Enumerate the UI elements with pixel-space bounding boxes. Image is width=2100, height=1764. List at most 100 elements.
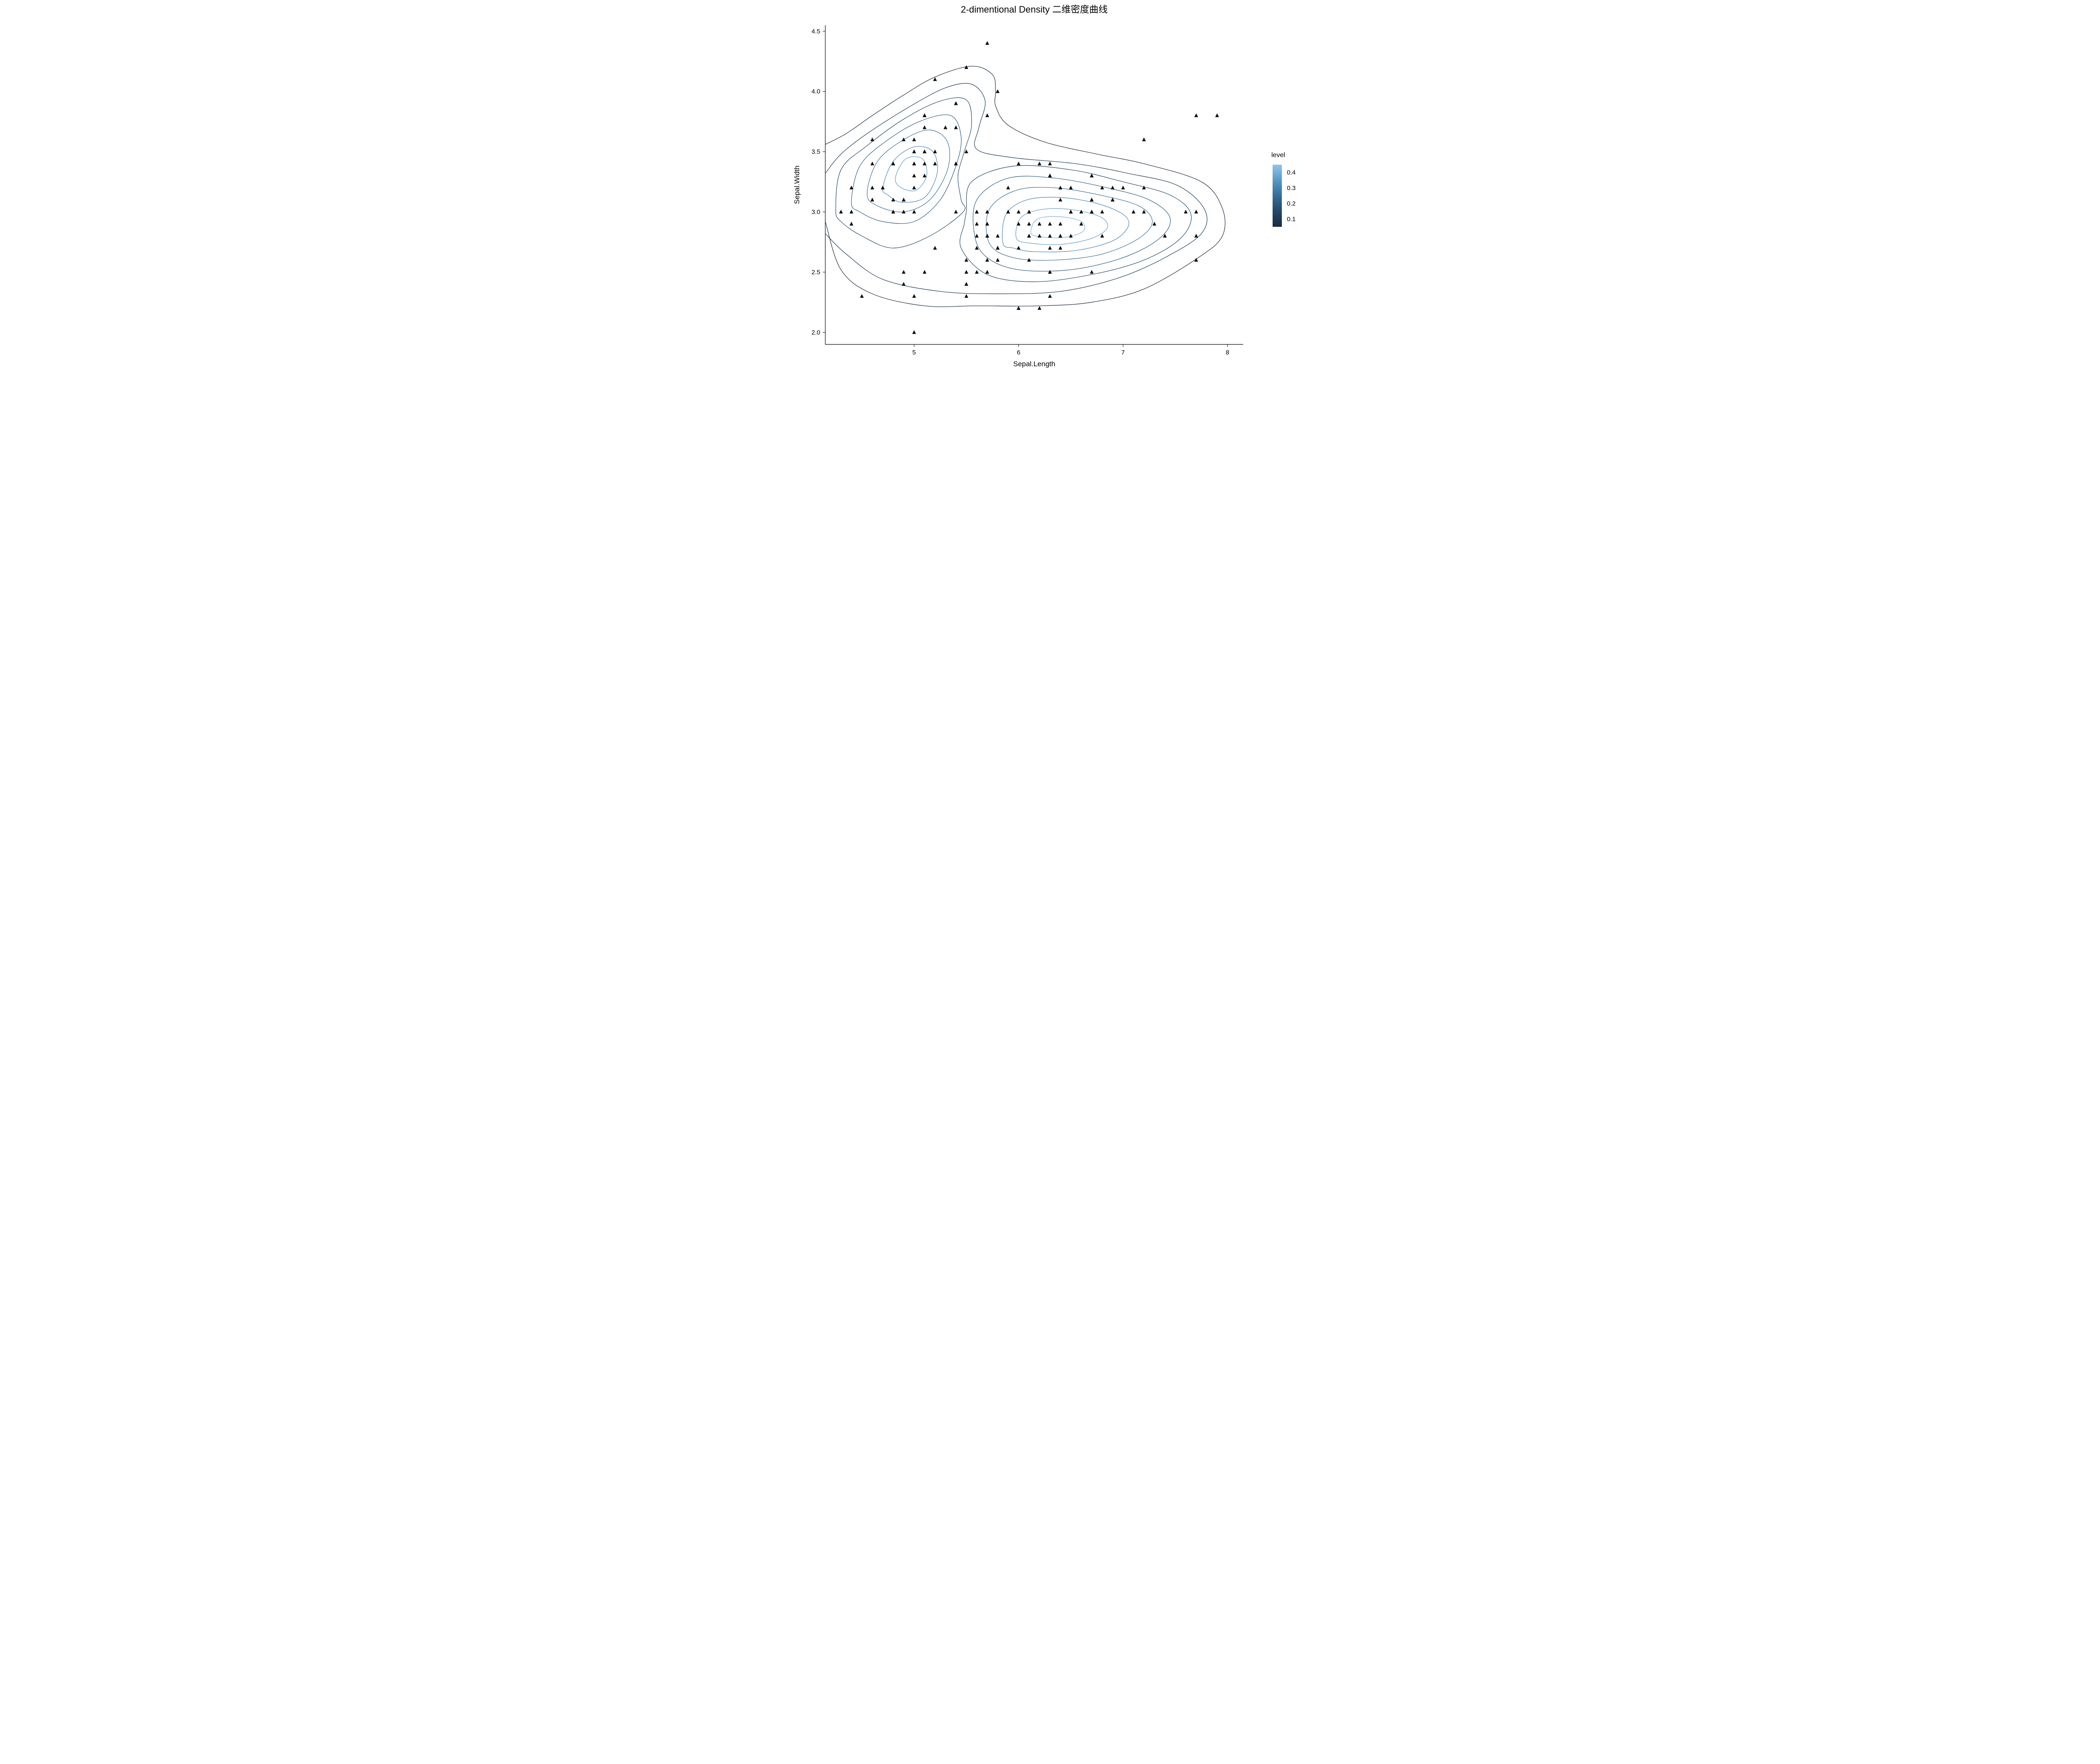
data-point	[996, 258, 1000, 262]
data-point	[1037, 306, 1041, 310]
data-point	[902, 270, 906, 274]
data-point	[850, 186, 853, 189]
data-point	[964, 282, 968, 286]
data-point	[1006, 210, 1010, 213]
data-point	[1131, 210, 1135, 213]
data-point	[1037, 162, 1041, 165]
data-point	[1100, 234, 1104, 238]
data-point	[902, 137, 906, 141]
data-point	[1027, 210, 1031, 213]
data-point	[912, 150, 916, 153]
data-point	[996, 234, 1000, 238]
data-point	[923, 150, 927, 153]
data-point	[923, 270, 927, 274]
data-point	[1058, 186, 1062, 189]
data-point	[1111, 186, 1115, 189]
data-point	[964, 270, 968, 274]
data-point	[933, 150, 937, 153]
y-tick-label: 3.0	[811, 209, 820, 216]
chart-title: 2-dimentional Density 二维密度曲线	[961, 4, 1108, 15]
data-point	[1069, 210, 1073, 213]
x-tick-label: 5	[912, 349, 916, 356]
data-point	[1048, 222, 1052, 226]
data-point	[923, 173, 927, 177]
data-point	[985, 234, 989, 238]
data-point	[1006, 186, 1010, 189]
data-point	[850, 222, 853, 226]
density-contour	[1016, 208, 1108, 244]
density-contour	[1031, 217, 1085, 238]
data-point	[975, 270, 979, 274]
data-point	[1194, 234, 1198, 238]
data-point	[975, 210, 979, 213]
data-point	[912, 137, 916, 141]
data-point	[954, 210, 958, 213]
legend-tick-label: 0.3	[1287, 185, 1296, 192]
y-tick-label: 4.0	[811, 88, 820, 95]
y-tick-label: 3.5	[811, 148, 820, 155]
data-point	[944, 126, 948, 129]
data-point	[1058, 222, 1062, 226]
data-point	[870, 162, 874, 165]
data-point	[1048, 294, 1052, 298]
data-point	[985, 113, 989, 117]
data-point	[850, 210, 853, 213]
data-point	[1058, 198, 1062, 202]
data-point	[923, 126, 927, 129]
data-point	[923, 162, 927, 165]
density-contour	[851, 115, 961, 223]
data-point	[1121, 186, 1125, 189]
plot-area	[825, 41, 1225, 334]
data-point	[1058, 234, 1062, 238]
data-point	[870, 186, 874, 189]
density-contour	[973, 176, 1171, 271]
data-point	[975, 222, 979, 226]
data-point	[1194, 210, 1198, 213]
x-axis-title: Sepal.Length	[1013, 360, 1055, 368]
data-point	[870, 137, 874, 141]
data-point	[1017, 210, 1021, 213]
data-point	[923, 113, 927, 117]
data-point	[1027, 222, 1031, 226]
data-point	[839, 210, 843, 213]
data-point	[881, 186, 885, 189]
data-point	[1152, 222, 1156, 226]
data-point	[985, 222, 989, 226]
data-point	[964, 294, 968, 298]
data-point	[902, 282, 906, 286]
data-point	[933, 246, 937, 249]
data-point	[1017, 222, 1021, 226]
data-point	[1215, 113, 1219, 117]
data-point	[1048, 162, 1052, 165]
y-tick-label: 4.5	[811, 28, 820, 35]
data-point	[1142, 137, 1146, 141]
data-point	[1069, 186, 1073, 189]
data-point	[1090, 210, 1094, 213]
data-point	[1017, 246, 1021, 249]
data-point	[1090, 198, 1094, 202]
density-contour	[836, 97, 972, 248]
x-tick-label: 8	[1226, 349, 1229, 356]
data-point	[902, 198, 906, 202]
data-point	[933, 162, 937, 165]
data-point	[912, 162, 916, 165]
data-point	[1017, 306, 1021, 310]
data-point	[1017, 162, 1021, 165]
x-tick-label: 6	[1017, 349, 1020, 356]
legend-tick-label: 0.4	[1287, 169, 1296, 176]
data-point	[954, 101, 958, 105]
data-point	[1048, 173, 1052, 177]
legend-colorbar	[1273, 165, 1282, 227]
data-point	[1184, 210, 1188, 213]
data-point	[912, 186, 916, 189]
data-point	[1027, 234, 1031, 238]
data-point	[912, 173, 916, 177]
y-tick-label: 2.5	[811, 269, 820, 276]
density-contour	[882, 146, 937, 202]
data-point	[964, 150, 968, 153]
legend-title: level	[1271, 152, 1285, 159]
data-point	[1048, 246, 1052, 249]
x-tick-label: 7	[1121, 349, 1125, 356]
y-tick-label: 2.0	[811, 329, 820, 336]
data-point	[975, 234, 979, 238]
